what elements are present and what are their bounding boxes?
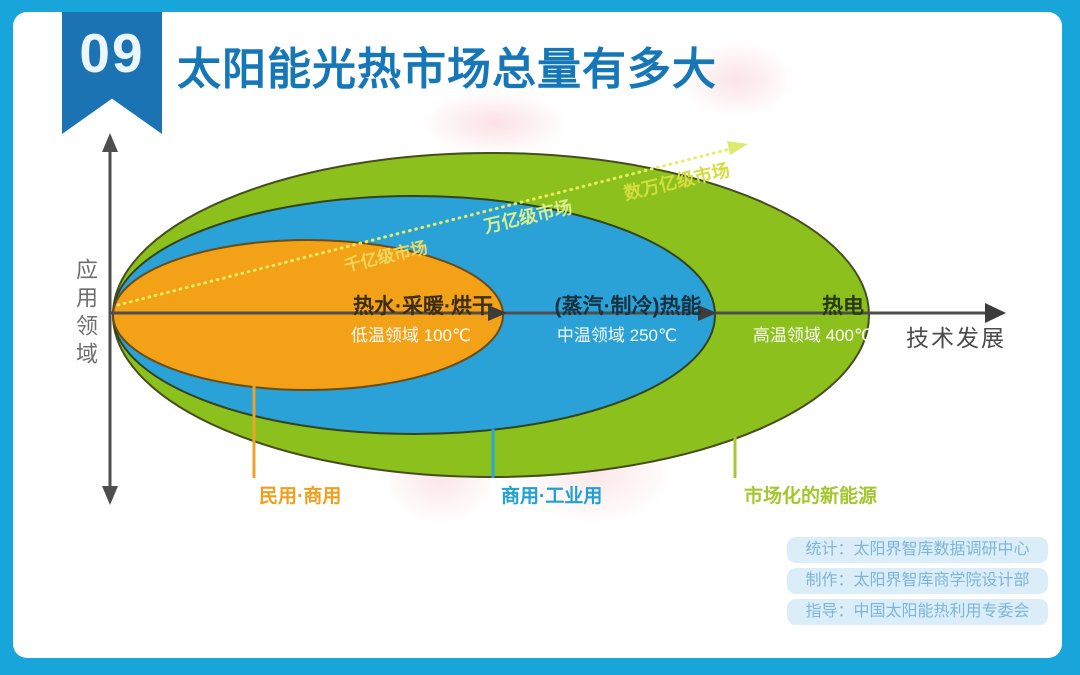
segment-high-temp-title: 热电 bbox=[822, 295, 864, 318]
segment-high-temp-subtitle: 高温领域 400℃ bbox=[752, 326, 874, 345]
x-axis-label: 技术发展 bbox=[906, 325, 1006, 351]
chapter-number: 09 bbox=[79, 22, 145, 84]
y-axis-arrow-up bbox=[102, 133, 118, 152]
x-axis-arrow-low-temp bbox=[488, 305, 507, 321]
orange-ellipse-residential bbox=[112, 239, 504, 391]
segment-low-temp-subtitle: 低温领域 100℃ bbox=[350, 326, 472, 345]
x-axis-arrow-end bbox=[985, 303, 1006, 323]
ring-label-residential: 民用·商用 bbox=[259, 486, 342, 507]
credit-statistics: 统计：太阳界智库数据调研中心 bbox=[787, 537, 1048, 563]
page-title: 太阳能光热市场总量有多大 bbox=[177, 45, 717, 94]
ring-label-industrial: 商用·工业用 bbox=[501, 486, 603, 507]
ring-label-marketized: 市场化的新能源 bbox=[744, 486, 878, 507]
credit-guidance: 指导：中国太阳能热利用专委会 bbox=[787, 599, 1048, 625]
credit-production: 制作：太阳界智库商学院设计部 bbox=[787, 568, 1048, 594]
growth-arrow-dashed-line bbox=[116, 147, 732, 307]
credits-box: 统计：太阳界智库数据调研中心 制作：太阳界智库商学院设计部 指导：中国太阳能热利… bbox=[787, 537, 1048, 630]
segment-low-temp-title: 热水·采暖·烘干 bbox=[353, 295, 493, 318]
y-axis-arrow-down bbox=[102, 486, 118, 505]
x-axis-arrow-mid-temp bbox=[698, 305, 717, 321]
segment-mid-temp-subtitle: 中温领域 250℃ bbox=[556, 326, 678, 345]
growth-arrow-head bbox=[727, 141, 748, 155]
segment-mid-temp-title: (蒸汽·制冷)热能 bbox=[554, 295, 702, 318]
y-axis-label: 应用领域 bbox=[73, 258, 98, 370]
